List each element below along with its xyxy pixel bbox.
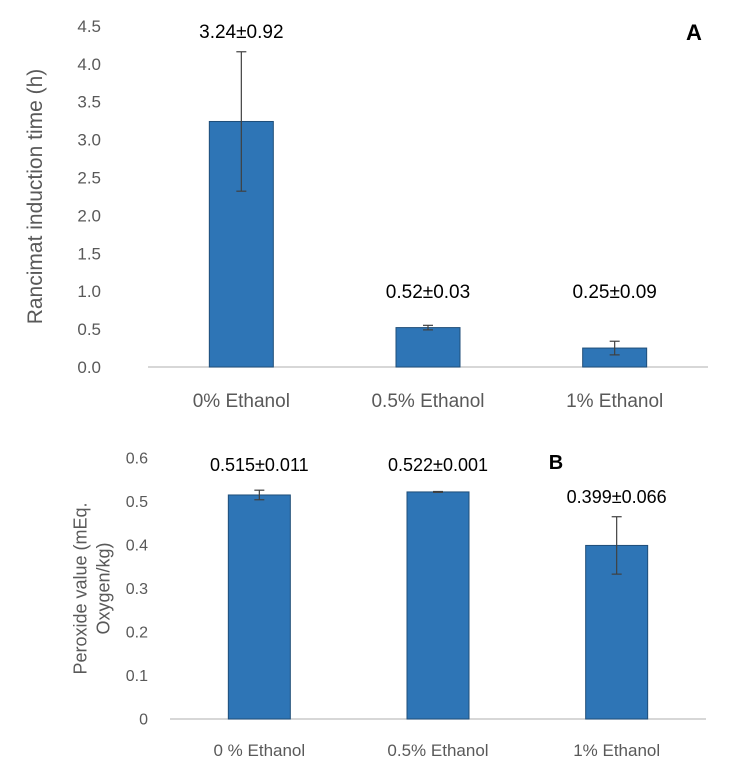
- chart-panel-a: 0.0 0.5 1.0 1.5 2.0 2.5 3.0 3.5 4.0 4.5 3.24±0.92 0…: [24, 17, 708, 412]
- y-axis-title-line: Oxygen/kg): [94, 542, 114, 634]
- y-axis-title: Rancimat induction time (h): [24, 69, 47, 325]
- data-label: 0.522±0.001: [388, 455, 488, 475]
- y-tick-label: 4.0: [77, 55, 101, 74]
- data-label: 0.515±0.011: [210, 455, 309, 475]
- y-tick-label: 0.4: [126, 538, 148, 555]
- data-label: 3.24±0.92: [199, 22, 283, 43]
- y-tick-label: 0.2: [126, 625, 148, 642]
- y-tick-label: 0.6: [126, 451, 148, 468]
- category-label: 0 % Ethanol: [213, 741, 305, 760]
- category-label: 1% Ethanol: [566, 391, 663, 412]
- y-tick-label: 1.5: [77, 244, 101, 263]
- category-label: 1% Ethanol: [573, 741, 660, 760]
- y-tick-label: 3.5: [77, 93, 101, 112]
- y-tick-label: 0: [139, 712, 148, 729]
- y-tick-label: 3.0: [77, 131, 101, 150]
- panel-label: B: [549, 452, 563, 474]
- data-label: 0.52±0.03: [386, 282, 470, 303]
- category-label: 0.5% Ethanol: [387, 741, 488, 760]
- category-label: 0.5% Ethanol: [371, 391, 484, 412]
- data-label: 0.399±0.066: [567, 487, 667, 507]
- y-axis-title-line: Peroxide value (mEq.: [71, 502, 91, 674]
- y-tick-label: 0.0: [77, 358, 101, 377]
- y-tick-label: 2.5: [77, 169, 101, 188]
- y-tick-label: 1.0: [77, 282, 101, 301]
- y-tick-label: 0.3: [126, 581, 148, 598]
- y-tick-label: 0.1: [126, 668, 148, 685]
- bar: [406, 491, 470, 720]
- bar: [395, 327, 461, 368]
- chart-panel-b: 0 0.1 0.2 0.3 0.4 0.5 0.6 0.515±0.011 0 % Ethano…: [71, 451, 706, 760]
- data-label: 0.25±0.09: [572, 282, 656, 303]
- y-tick-label: 0.5: [126, 494, 148, 511]
- bar: [227, 494, 291, 720]
- y-tick-label: 2.0: [77, 206, 101, 225]
- y-tick-label: 4.5: [77, 17, 101, 36]
- panel-label: A: [686, 20, 702, 45]
- y-tick-label: 0.5: [77, 320, 101, 339]
- y-axis-title: Peroxide value (mEq. Oxygen/kg): [71, 502, 114, 674]
- category-label: 0% Ethanol: [193, 391, 290, 412]
